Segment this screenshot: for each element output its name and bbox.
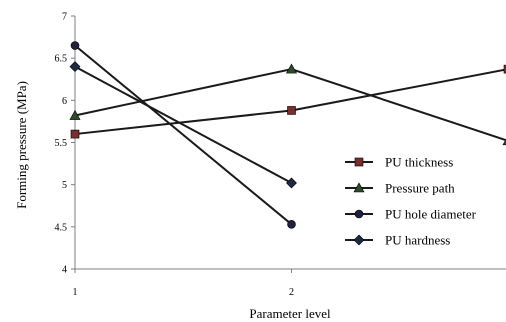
legend-label-pu-hole-diameter: PU hole diameter: [385, 207, 477, 222]
legend-item-pu-hole-diameter: PU hole diameter: [345, 207, 477, 222]
data-point-pu-hardness: [69, 61, 81, 73]
axes: [74, 16, 506, 270]
series-layer: [69, 41, 506, 229]
y-tick-label: 4: [62, 265, 67, 276]
y-tick-label: 6.5: [55, 54, 68, 65]
legend-item-pressure-path: Pressure path: [345, 181, 455, 196]
data-point-pu-hole-diameter: [287, 220, 296, 229]
x-tick-label: 1: [73, 287, 78, 298]
data-point-pressure-path: [69, 109, 81, 120]
legend-marker-pu-hardness: [353, 234, 365, 246]
data-point-pu-hardness: [286, 177, 297, 189]
x-axis-title: Parameter level: [249, 306, 331, 321]
y-tick-label: 5: [62, 180, 67, 191]
data-point-pu-thickness: [503, 64, 506, 74]
x-tick-label: 2: [289, 287, 294, 298]
series-line-pu-hardness: [74, 65, 292, 184]
legend-item-pu-thickness: PU thickness: [345, 155, 453, 170]
legend-label-pressure-path: Pressure path: [385, 181, 455, 196]
legend-marker-pressure-path: [353, 182, 365, 193]
series-pu-hardness: [69, 61, 297, 189]
series-line-pu-hole-diameter: [74, 44, 293, 226]
series-pu-hole-diameter: [70, 41, 296, 229]
series-pu-thickness: [70, 64, 506, 139]
y-tick-label: 7: [62, 12, 67, 23]
legend-marker-pu-thickness: [354, 157, 364, 167]
legend: PU thickness Pressure path PU hole diamete…: [345, 155, 477, 248]
ticks: 44.555.566.57123: [55, 12, 506, 299]
legend-label-pu-thickness: PU thickness: [385, 155, 453, 170]
y-tick-label: 6: [62, 96, 67, 107]
legend-item-pu-hardness: PU hardness: [345, 233, 450, 248]
y-axis-title: Forming pressure (MPa): [14, 81, 29, 209]
data-point-pu-thickness: [287, 106, 296, 115]
data-point-pu-thickness: [70, 129, 80, 139]
data-point-pu-hole-diameter: [70, 41, 80, 50]
y-tick-label: 4.5: [55, 222, 68, 233]
y-tick-label: 5.5: [55, 138, 68, 149]
series-line-pressure-path: [74, 68, 506, 142]
legend-label-pu-hardness: PU hardness: [385, 233, 450, 248]
legend-marker-pu-hole-diameter: [354, 209, 364, 219]
series-pressure-path: [69, 63, 506, 146]
data-point-pressure-path: [285, 63, 298, 74]
